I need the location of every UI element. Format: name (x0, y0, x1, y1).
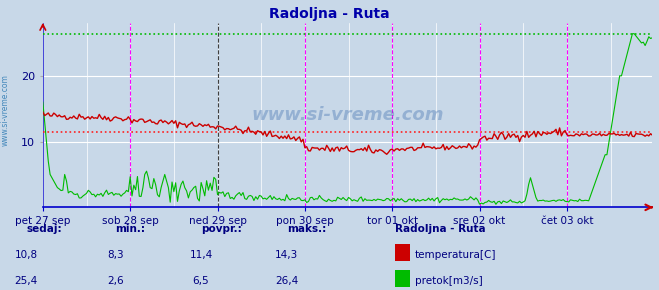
Text: 26,4: 26,4 (275, 276, 299, 286)
Text: pretok[m3/s]: pretok[m3/s] (415, 276, 483, 286)
Text: 8,3: 8,3 (107, 250, 124, 260)
Text: povpr.:: povpr.: (201, 224, 242, 234)
Text: maks.:: maks.: (287, 224, 326, 234)
Text: Radoljna - Ruta: Radoljna - Ruta (395, 224, 486, 234)
Text: 25,4: 25,4 (14, 276, 38, 286)
Text: Radoljna - Ruta: Radoljna - Ruta (269, 7, 390, 21)
Text: min.:: min.: (115, 224, 146, 234)
Text: www.si-vreme.com: www.si-vreme.com (251, 106, 444, 124)
Text: sedaj:: sedaj: (26, 224, 62, 234)
Text: 2,6: 2,6 (107, 276, 124, 286)
Text: 6,5: 6,5 (192, 276, 210, 286)
Text: 11,4: 11,4 (189, 250, 213, 260)
Text: www.si-vreme.com: www.si-vreme.com (1, 74, 10, 146)
Text: 10,8: 10,8 (14, 250, 38, 260)
Text: 14,3: 14,3 (275, 250, 299, 260)
Text: temperatura[C]: temperatura[C] (415, 250, 497, 260)
